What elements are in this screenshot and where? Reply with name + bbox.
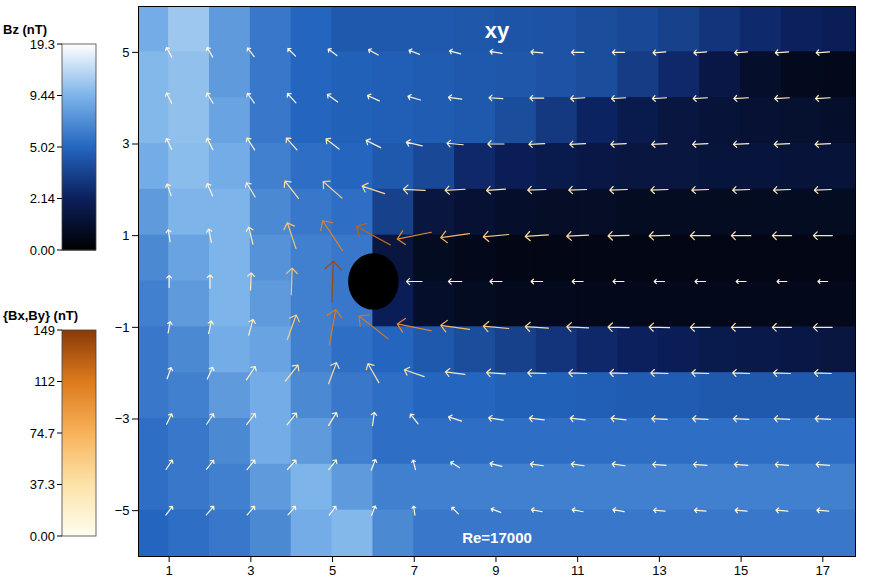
svg-text:9.44: 9.44 [30, 88, 55, 103]
svg-text:149: 149 [33, 323, 55, 338]
svg-text:−1: −1 [115, 319, 130, 334]
svg-text:0.00: 0.00 [30, 529, 55, 544]
svg-text:−5: −5 [115, 503, 130, 518]
svg-text:−3: −3 [115, 411, 130, 426]
svg-text:74.7: 74.7 [30, 426, 55, 441]
svg-text:5: 5 [329, 563, 336, 578]
svg-text:112: 112 [34, 374, 55, 389]
svg-text:13: 13 [652, 563, 666, 578]
svg-text:19.3: 19.3 [30, 37, 55, 52]
svg-text:3: 3 [122, 136, 129, 151]
svg-text:11: 11 [571, 563, 585, 578]
svg-text:Re=17000: Re=17000 [462, 529, 532, 546]
svg-text:3: 3 [247, 563, 254, 578]
svg-text:1: 1 [122, 228, 129, 243]
svg-text:0.00: 0.00 [30, 243, 55, 258]
svg-text:9: 9 [492, 563, 499, 578]
svg-text:17: 17 [816, 563, 830, 578]
svg-text:5.02: 5.02 [30, 140, 55, 155]
svg-text:Bz (nT): Bz (nT) [3, 22, 47, 37]
svg-text:7: 7 [411, 563, 418, 578]
svg-text:1: 1 [166, 563, 173, 578]
svg-text:5: 5 [122, 44, 129, 59]
svg-text:xy: xy [485, 18, 510, 43]
svg-text:37.3: 37.3 [30, 477, 55, 492]
svg-text:15: 15 [734, 563, 748, 578]
svg-text:{Bx,By} (nT): {Bx,By} (nT) [3, 308, 78, 323]
svg-text:2.14: 2.14 [30, 191, 55, 206]
